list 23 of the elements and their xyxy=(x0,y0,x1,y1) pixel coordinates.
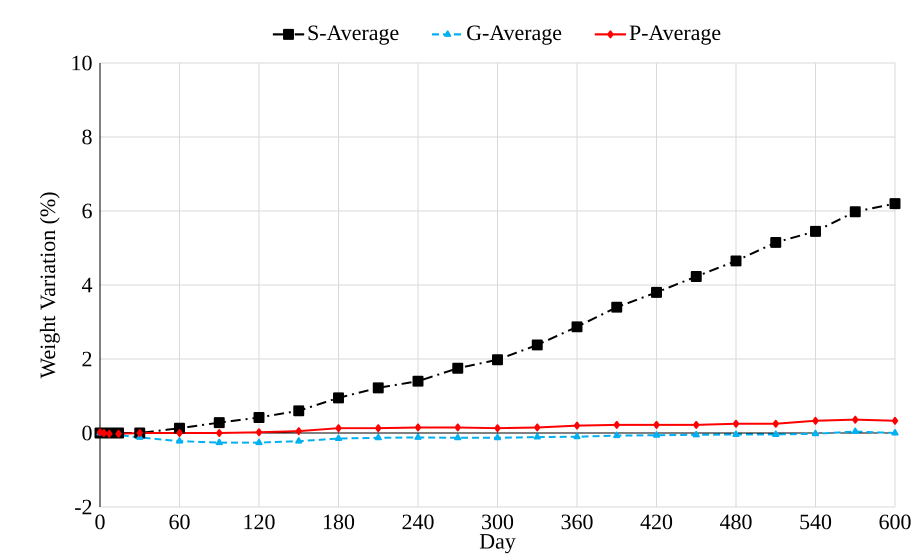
y-tick-label: 0 xyxy=(82,426,92,440)
x-tick-label: 360 xyxy=(562,514,593,530)
legend-label: S-Average xyxy=(308,25,398,45)
x-tick-label: 240 xyxy=(402,514,434,530)
y-tick-label: 10 xyxy=(72,56,92,70)
x-tick-label: 480 xyxy=(720,514,752,530)
y-tick-label: 2 xyxy=(82,352,92,366)
x-tick-label: 0 xyxy=(95,514,105,530)
y-axis-title: Weight Variation (%) xyxy=(40,192,60,378)
x-tick-label: 180 xyxy=(324,514,354,530)
y-tick-label: -2 xyxy=(75,500,92,514)
x-tick-label: 420 xyxy=(640,514,672,530)
y-tick-label: 6 xyxy=(82,204,92,218)
legend-label: P-Average xyxy=(630,25,720,45)
legend-label: G-Average xyxy=(467,25,562,45)
x-axis-title: Day xyxy=(480,534,516,554)
x-tick-label: 120 xyxy=(244,514,275,530)
x-tick-label: 540 xyxy=(800,514,832,530)
y-tick-label: 8 xyxy=(82,130,92,144)
y-tick-label: 4 xyxy=(82,278,92,292)
x-tick-label: 60 xyxy=(169,514,190,530)
x-tick-label: 300 xyxy=(482,514,514,530)
x-tick-label: 600 xyxy=(880,514,911,530)
